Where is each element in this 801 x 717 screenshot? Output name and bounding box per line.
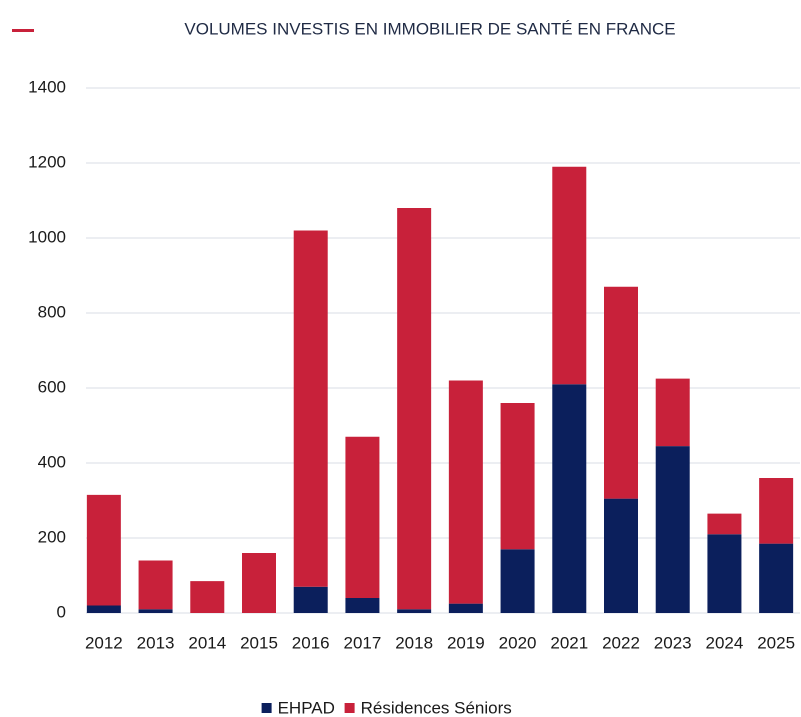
bar-segment [293,586,328,613]
legend-label: Résidences Séniors [361,698,512,717]
bar-segment [759,543,794,613]
x-tick-label: 2019 [447,633,485,652]
y-tick-label: 600 [38,377,66,396]
chart-title: VOLUMES INVESTIS EN IMMOBILIER DE SANTÉ … [184,19,675,38]
bar-segment [707,513,742,535]
x-tick-label: 2016 [292,633,330,652]
x-tick-label: 2022 [602,633,640,652]
x-tick-label: 2023 [654,633,692,652]
x-tick-label: 2021 [550,633,588,652]
bar-segment [86,494,121,606]
y-tick-label: 1000 [28,227,66,246]
bar-segment [190,581,225,613]
bar-segment [345,598,380,613]
bar-segment [345,436,380,598]
bar-segment [655,378,690,447]
x-tick-label: 2020 [499,633,537,652]
y-tick-label: 200 [38,527,66,546]
bar-segment [500,549,535,613]
x-tick-label: 2015 [240,633,278,652]
x-tick-label: 2024 [706,633,744,652]
bar-segment [552,384,587,613]
x-tick-label: 2025 [757,633,795,652]
y-tick-label: 1400 [28,77,66,96]
y-tick-label: 400 [38,452,66,471]
x-tick-label: 2014 [188,633,226,652]
x-tick-label: 2013 [137,633,175,652]
legend-swatch [344,703,355,713]
bar-segment [604,286,638,499]
bar-segment [293,230,328,587]
title-accent [12,29,34,32]
bar-segment [397,208,432,610]
bar-segment [86,605,121,613]
bar-segment [242,553,276,613]
y-tick-label: 0 [57,602,66,621]
bar-segment [448,603,483,613]
bar-segment [604,498,638,613]
bar-segment [138,609,173,613]
bar-segment [552,166,587,385]
bar-segment [655,446,690,613]
legend-label: EHPAD [278,698,335,717]
bar-segment [707,534,742,613]
bar-segment [500,403,535,550]
legend-swatch [261,703,272,713]
bar-segment [397,609,432,613]
x-tick-label: 2017 [344,633,382,652]
y-tick-label: 1200 [28,152,66,171]
bar-segment [448,380,483,604]
bar-segment [759,478,794,544]
bar-segment [138,560,173,610]
x-tick-label: 2012 [85,633,123,652]
y-tick-label: 800 [38,302,66,321]
x-tick-label: 2018 [395,633,433,652]
